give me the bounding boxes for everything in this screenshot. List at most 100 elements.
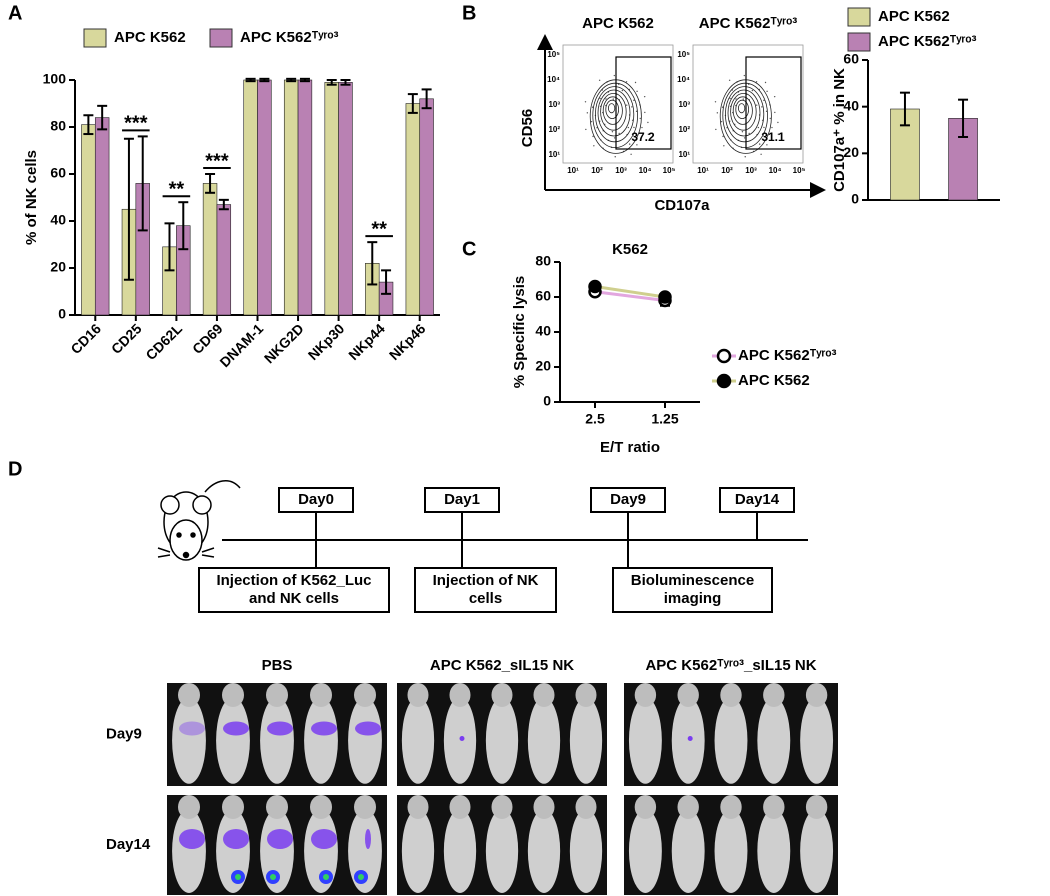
flow-event [613,74,616,77]
bar [257,79,272,316]
flow-x-tick-label: 10⁵ [663,166,676,175]
flow-event [586,112,589,114]
bar [338,82,353,316]
mouse-body [216,697,250,784]
flow-event [742,98,744,100]
flow-x-tick-label: 10⁵ [793,166,806,175]
flow-event [757,126,760,129]
flow-title: APC K562ᵀʸʳᵒ³ [699,15,798,32]
flow-event [728,79,731,81]
significance-label: ** [169,178,185,200]
mouse-head [533,683,555,707]
flow-plot [692,44,804,164]
flow-contour [597,89,631,137]
x-tick-label: NKp44 [345,320,388,363]
bar [216,204,232,316]
line [594,285,666,299]
legend-swatch [847,32,871,52]
panel-letter: D [8,458,22,480]
y-axis-label: CD107a⁺ % in NK [831,68,848,192]
flow-event [605,98,607,100]
flow-event [771,126,773,129]
flow-contour [607,103,616,114]
signal [311,721,337,736]
flow-y-tick-label: 10² [678,125,690,134]
flow-y-tick-label: 10⁵ [547,50,560,59]
flow-contour [727,89,761,137]
flow-event [636,144,638,146]
flow-event [741,130,744,133]
flow-event [735,98,737,100]
legend-swatch [209,28,233,48]
x-tick-label: NKp46 [386,320,429,363]
flow-event [743,74,746,77]
flow-contour [594,86,635,143]
flow-x-tick-label: 10¹ [567,166,579,175]
mouse-head [310,683,332,707]
mouse-body [628,697,662,784]
flow-event [592,135,594,138]
legend-label: APC K562ᵀʸʳᵒ³ [738,347,837,364]
mouse-icon [157,480,241,561]
day-box: Day1 [424,487,500,513]
mouse-body [800,697,834,784]
legend-label: APC K562 [738,372,810,389]
mouse-body [527,809,561,893]
flow-gate [745,56,802,150]
flow-event [744,156,746,158]
signal [687,736,693,741]
mouse-head [222,683,244,707]
mouse-head [449,683,471,707]
flow-x-tick-label: 10² [591,166,603,175]
mouse-body [757,697,791,784]
flow-x-tick-label: 10¹ [697,166,709,175]
flow-contour [592,82,638,148]
flow-event [766,144,768,146]
flow-contour [602,96,623,125]
flow-contour [730,93,757,131]
x-tick-label: CD16 [67,320,104,357]
flow-event [714,101,717,103]
flow-contour [737,103,746,114]
flow-event [593,145,595,147]
mouse-head [491,683,513,707]
marker [588,279,602,294]
y-axis-label: % of NK cells [23,150,40,245]
row-label: Day14 [106,836,151,853]
bar [94,117,110,316]
flow-event [599,97,601,100]
flow-event [751,89,754,92]
legend-label: APC K562 [114,29,186,46]
flow-event [777,121,779,124]
legend-swatch [847,7,871,27]
signal [223,829,249,849]
mouse-head [354,683,376,707]
mouse-head [720,683,742,707]
signal [267,721,293,736]
mouse-head [763,683,785,707]
x-tick-label: CD62L [142,320,185,363]
flow-event [611,130,614,133]
flow-x-tick-label: 10² [721,166,733,175]
mouse-body [527,697,561,784]
flow-contour [605,99,619,120]
flow-event [761,106,763,108]
flow-event [633,99,635,102]
mouse-head [533,795,555,819]
flow-event [721,106,724,108]
mouse-head [178,795,200,819]
mouse-body [348,697,382,784]
signal [179,721,205,736]
flow-y-tick-label: 10⁵ [677,50,690,59]
mouse-body [172,697,206,784]
flow-x-tick-label: 10⁴ [639,166,652,175]
mouse-head [805,683,828,707]
flow-event [630,153,632,155]
flow-event [765,110,768,113]
y-tick-label: 80 [535,253,551,269]
flow-event [755,81,758,83]
flow-x-label: CD107a [654,197,710,214]
flow-event [612,98,614,100]
flow-contour [600,93,627,131]
flow-event [618,132,620,135]
